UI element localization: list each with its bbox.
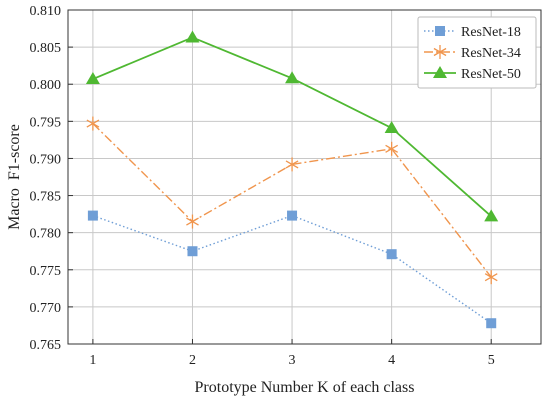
data-point (86, 116, 100, 131)
legend-marker (433, 66, 447, 78)
data-point (285, 71, 300, 84)
y-tick-label: 0.810 (30, 4, 62, 19)
legend-entry: ResNet-34 (424, 45, 521, 61)
x-tick-label: 3 (289, 353, 296, 368)
data-point (484, 270, 498, 285)
legend-label: ResNet-34 (461, 46, 521, 61)
data-point (187, 246, 198, 257)
y-axis-label: Macro F1-score (6, 124, 23, 230)
y-tick-label: 0.785 (30, 190, 62, 205)
data-point (486, 318, 497, 329)
x-tick-label: 4 (388, 353, 395, 368)
y-tick-label: 0.805 (30, 41, 62, 56)
x-tick-label: 5 (488, 353, 495, 368)
data-point (385, 141, 399, 156)
data-point (87, 210, 98, 221)
x-axis-label: Prototype Number K of each class (195, 379, 415, 396)
data-point (85, 72, 100, 85)
legend-entry: ResNet-50 (424, 66, 521, 82)
y-tick-label: 0.780 (30, 227, 62, 242)
legend-marker (433, 45, 447, 59)
data-point (386, 249, 397, 260)
y-tick-label: 0.800 (30, 78, 62, 93)
legend-entry: ResNet-18 (424, 25, 521, 40)
series-resnet-18 (87, 210, 497, 329)
legend-box (417, 16, 537, 89)
legend-label: ResNet-50 (461, 67, 521, 82)
y-tick-label: 0.790 (30, 152, 62, 167)
y-tick-label: 0.765 (30, 338, 62, 353)
legend-marker (435, 26, 445, 36)
y-tick-label: 0.795 (30, 115, 62, 130)
y-tick-label: 0.770 (30, 301, 62, 316)
data-point (384, 121, 399, 134)
data-point (484, 209, 499, 222)
series-resnet-34 (86, 116, 498, 285)
legend: ResNet-18 ResNet-34 ResNet-50 (417, 16, 537, 89)
series-line (92, 123, 492, 278)
plot-area-frame (67, 9, 542, 345)
data-point (186, 214, 199, 229)
y-tick-label: 0.775 (30, 264, 62, 279)
series-group (85, 30, 499, 329)
x-tick-label: 1 (89, 353, 96, 368)
data-point (287, 210, 298, 221)
data-point (285, 157, 299, 172)
series-resnet-50 (85, 30, 499, 222)
data-point (185, 30, 200, 43)
legend-label: ResNet-18 (461, 25, 521, 40)
x-tick-label: 2 (189, 353, 196, 368)
axis-ticks: 1 2 3 4 5 0.765 0.770 0.775 0.780 0.785 0.790 0.795… (30, 4, 495, 368)
